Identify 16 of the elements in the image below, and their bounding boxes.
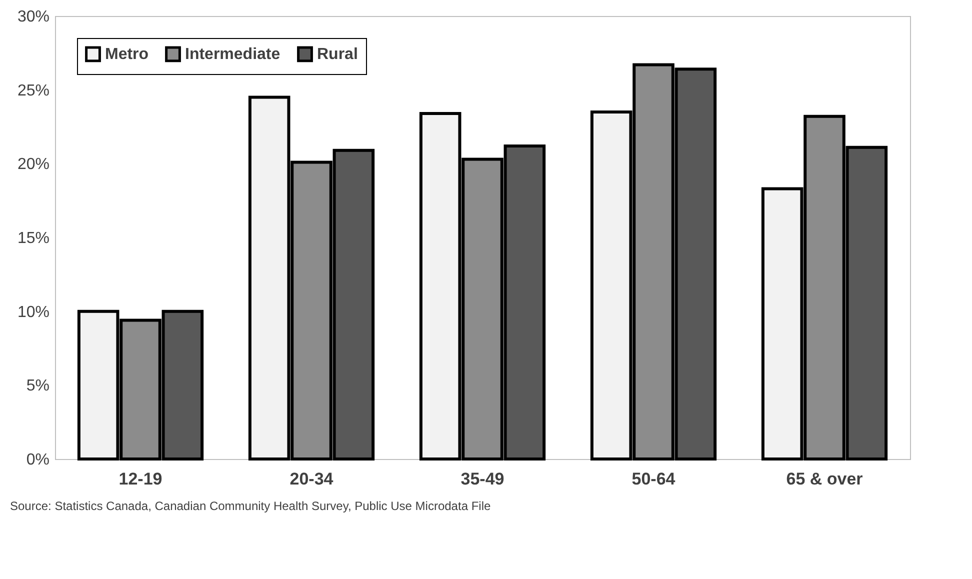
legend-label: Rural [317,46,358,64]
y-tick-label: 0% [26,452,50,468]
y-tick-label: 10% [17,304,50,321]
x-tick-label: 50-64 [632,470,676,488]
y-tick-label: 15% [17,230,50,247]
source-note: Source: Statistics Canada, Canadian Community Health Survey, Public Use Microdata File [10,499,491,513]
x-tick-label: 65 & over [786,470,864,488]
y-tick-label: 5% [26,378,50,395]
y-tick-label: 20% [17,156,50,174]
y-tick-label: 25% [17,82,50,100]
legend-label: Metro [105,46,149,64]
y-tick-label: 30% [17,8,50,26]
x-tick-label: 35-49 [460,470,504,488]
x-tick-label: 20-34 [290,470,334,488]
x-tick-label: 12-19 [118,470,162,488]
legend-label: Intermediate [185,46,280,64]
